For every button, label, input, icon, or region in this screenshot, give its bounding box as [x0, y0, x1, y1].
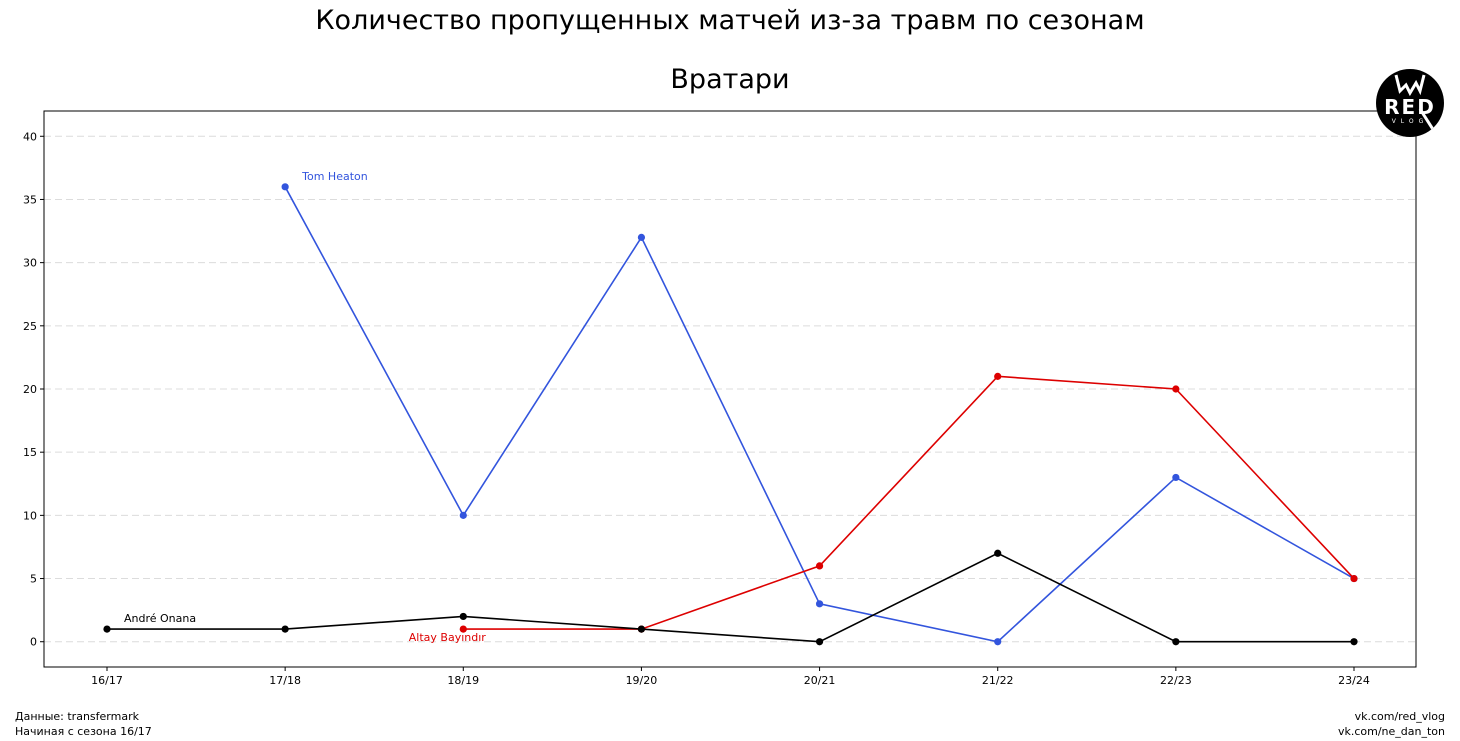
data-point-altay-bay-nd-r: [1172, 385, 1180, 393]
x-tick-label: 20/21: [804, 674, 836, 687]
y-tick-label: 15: [23, 446, 37, 459]
y-tick-label: 40: [23, 130, 37, 143]
x-tick-label: 17/18: [269, 674, 301, 687]
data-point-andr-onana: [1172, 638, 1180, 646]
series-line-tom-heaton: [284, 186, 1355, 643]
source-note: Данные: transfermark: [15, 710, 139, 723]
data-point-tom-heaton: [637, 233, 646, 241]
data-point-andr-onana: [1350, 638, 1358, 646]
series-line-altay-bay-nd-r: [463, 375, 1355, 630]
data-point-andr-onana: [815, 638, 824, 646]
x-tick-label: 18/19: [447, 674, 479, 687]
y-tick-label: 10: [23, 509, 37, 522]
data-point-altay-bay-nd-r: [459, 625, 467, 633]
vk-link-red-vlog[interactable]: vk.com/red_vlog: [1354, 710, 1445, 723]
y-tick-label: 0: [30, 636, 37, 649]
y-tick-label: 5: [30, 573, 37, 586]
series-label-tom-heaton: Tom Heaton: [301, 170, 368, 183]
chart-title: Количество пропущенных матчей из-за трав…: [315, 5, 1145, 36]
y-tick-label: 35: [23, 193, 37, 206]
data-point-tom-heaton: [994, 638, 1002, 646]
data-point-andr-onana: [994, 549, 1002, 557]
data-point-tom-heaton: [281, 183, 289, 191]
series-line-andr-onana: [107, 552, 1354, 643]
footer-left: Данные: transfermark Начиная с сезона 16…: [15, 709, 152, 739]
data-point-altay-bay-nd-r: [1350, 574, 1358, 583]
data-point-altay-bay-nd-r: [994, 372, 1002, 380]
x-tick-label: 19/20: [626, 674, 658, 687]
data-point-altay-bay-nd-r: [815, 562, 824, 570]
y-tick-label: 20: [23, 383, 37, 396]
data-point-tom-heaton: [1172, 473, 1180, 482]
red-vlog-logo: RED VLOG: [1376, 69, 1444, 137]
chart-subtitle: Вратари: [670, 64, 790, 95]
y-tick-label: 25: [23, 320, 37, 333]
footer-right: vk.com/red_vlog vk.com/ne_dan_ton: [1338, 709, 1445, 739]
trident-icon: [1394, 74, 1436, 132]
x-tick-label: 22/23: [1160, 674, 1192, 687]
data-point-andr-onana: [103, 625, 111, 633]
x-tick-label: 23/24: [1338, 674, 1370, 687]
logo-text: RED: [1384, 95, 1436, 119]
x-tick-label: 16/17: [91, 674, 123, 687]
data-point-andr-onana: [459, 612, 467, 621]
data-point-tom-heaton: [815, 600, 824, 608]
x-tick-label: 21/22: [982, 674, 1014, 687]
vk-link-ne-dan-ton[interactable]: vk.com/ne_dan_ton: [1337, 725, 1445, 738]
data-point-andr-onana: [637, 625, 646, 633]
since-note: Начиная с сезона 16/17: [15, 725, 152, 738]
series-label-altay-bay-nd-r: Altay Bayındır: [409, 631, 487, 644]
y-tick-label: 30: [23, 257, 37, 270]
series-label-andr-onana: André Onana: [124, 612, 196, 625]
logo-subtext: VLOG: [1391, 118, 1429, 125]
data-point-tom-heaton: [459, 511, 467, 519]
data-point-andr-onana: [281, 625, 289, 633]
